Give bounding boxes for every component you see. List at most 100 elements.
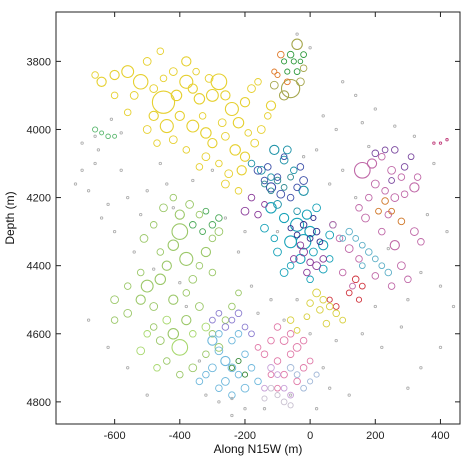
- event-marker: [300, 384, 307, 392]
- event-marker: [261, 201, 268, 208]
- event-marker: [230, 396, 234, 401]
- event-marker: [243, 407, 247, 411]
- event-marker: [248, 330, 255, 338]
- event-marker: [290, 255, 298, 263]
- event-cluster: [339, 227, 393, 277]
- event-marker: [185, 200, 194, 209]
- event-marker: [93, 134, 97, 138]
- event-marker: [140, 279, 154, 293]
- event-marker: [215, 384, 223, 392]
- event-marker: [325, 302, 334, 311]
- event-marker: [282, 145, 292, 155]
- event-marker: [280, 184, 288, 191]
- event-marker: [390, 193, 400, 202]
- event-marker: [378, 152, 386, 161]
- event-marker: [215, 330, 223, 338]
- event-marker: [293, 183, 301, 192]
- event-marker: [332, 303, 340, 310]
- event-marker: [335, 234, 344, 243]
- event-cluster: [286, 288, 347, 334]
- event-marker: [171, 206, 175, 210]
- event-marker: [220, 90, 231, 101]
- event-marker: [310, 214, 317, 222]
- event-marker: [280, 370, 288, 379]
- event-cluster: [269, 38, 308, 101]
- event-marker: [273, 176, 282, 185]
- event-marker: [307, 378, 314, 385]
- event-marker: [349, 282, 356, 290]
- event-marker: [293, 231, 301, 239]
- event-marker: [388, 177, 395, 184]
- event-marker: [171, 223, 189, 240]
- event-marker: [208, 268, 217, 277]
- event-marker: [208, 234, 217, 243]
- event-marker: [328, 182, 332, 186]
- event-marker: [400, 190, 409, 198]
- event-marker: [432, 161, 436, 166]
- event-marker: [273, 247, 282, 257]
- event-marker: [200, 127, 212, 139]
- event-marker: [204, 74, 214, 83]
- event-marker: [236, 165, 247, 176]
- event-marker: [214, 227, 224, 236]
- event-marker: [445, 229, 449, 234]
- event-marker: [199, 228, 206, 235]
- event-marker: [389, 240, 400, 251]
- event-marker: [189, 330, 197, 338]
- event-marker: [286, 330, 295, 338]
- event-marker: [365, 193, 373, 202]
- event-marker: [393, 124, 397, 128]
- event-marker: [344, 244, 354, 253]
- x-axis-title: Along N15W (m): [214, 442, 303, 456]
- event-marker: [354, 93, 358, 98]
- event-marker: [355, 204, 363, 212]
- event-marker: [371, 149, 380, 158]
- event-marker: [126, 366, 130, 370]
- event-marker: [221, 323, 230, 331]
- event-marker: [230, 413, 234, 418]
- event-marker: [247, 364, 256, 372]
- event-marker: [271, 68, 278, 75]
- event-marker: [210, 168, 215, 172]
- event-marker: [195, 377, 204, 386]
- event-cluster: [228, 357, 249, 378]
- event-marker: [303, 268, 311, 277]
- event-marker: [201, 152, 211, 162]
- event-marker: [293, 207, 301, 215]
- event-cluster: [189, 207, 223, 235]
- event-marker: [339, 235, 347, 242]
- event-marker: [149, 84, 159, 93]
- y-axis-title: Depth (m): [3, 191, 17, 244]
- event-marker: [204, 393, 208, 397]
- event-marker: [300, 51, 307, 58]
- event-marker: [221, 377, 230, 386]
- event-marker: [296, 77, 305, 87]
- event-marker: [86, 318, 91, 322]
- event-cluster: [254, 323, 314, 392]
- event-marker: [220, 355, 231, 367]
- event-cluster: [209, 309, 255, 338]
- event-marker: [262, 407, 267, 411]
- event-marker: [210, 73, 228, 91]
- event-marker: [234, 330, 243, 338]
- event-marker: [181, 314, 192, 326]
- event-marker: [159, 119, 174, 134]
- event-marker: [171, 339, 189, 356]
- event-marker: [277, 50, 285, 59]
- event-marker: [195, 163, 204, 171]
- event-marker: [207, 137, 218, 149]
- event-marker: [299, 247, 308, 257]
- x-tick-label: 0: [307, 430, 313, 442]
- event-marker: [80, 168, 84, 172]
- event-marker: [367, 144, 371, 149]
- event-marker: [287, 402, 294, 409]
- event-marker: [387, 165, 396, 175]
- event-marker: [275, 229, 280, 234]
- event-marker: [301, 209, 313, 220]
- event-marker: [241, 350, 249, 358]
- event-marker: [192, 67, 200, 76]
- event-marker: [267, 371, 275, 378]
- x-tick-label: 200: [366, 430, 384, 442]
- event-marker: [135, 294, 146, 305]
- event-marker: [214, 346, 224, 356]
